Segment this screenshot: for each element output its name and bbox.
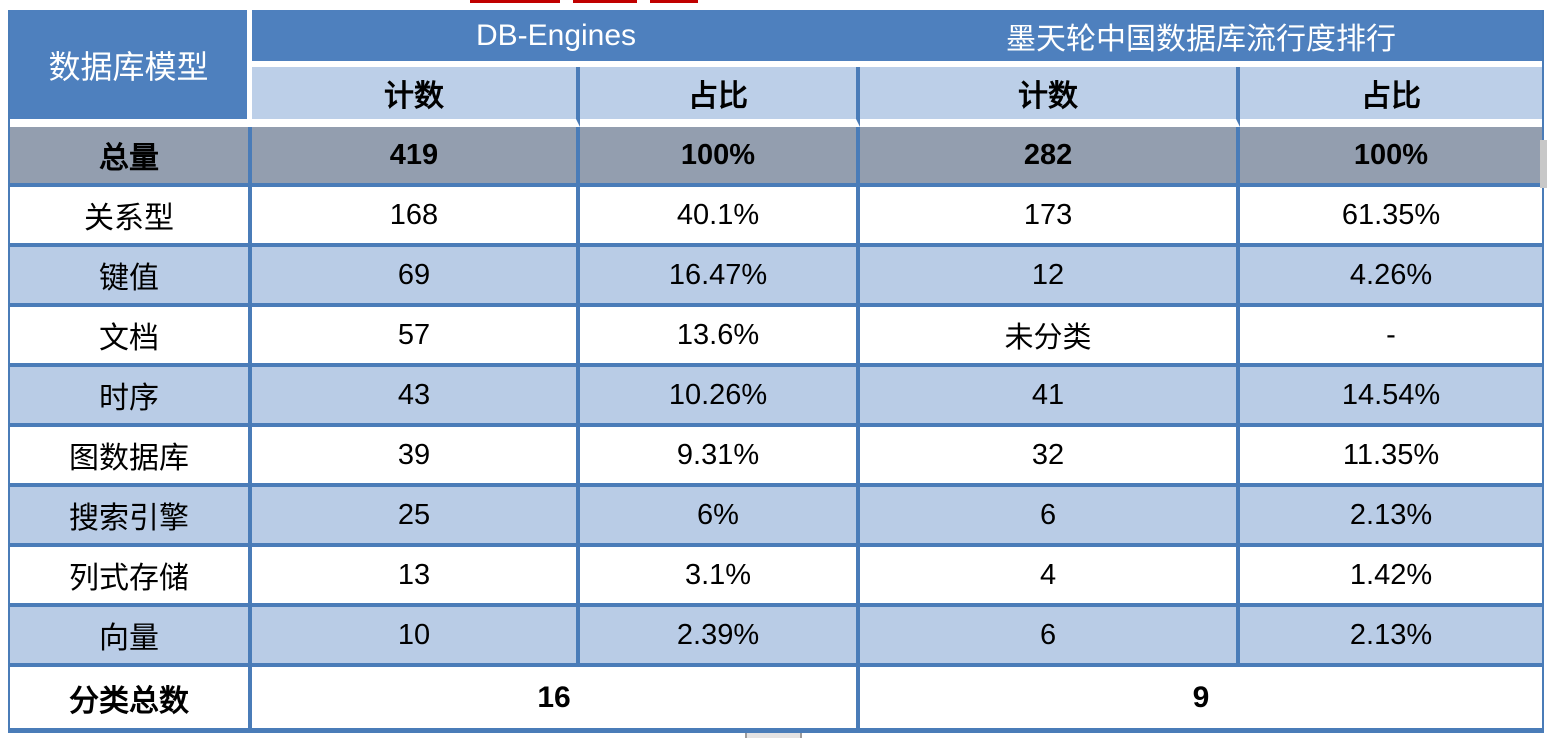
row-label-cell: 总量	[10, 127, 252, 187]
total-row: 总量 419 100% 282 100%	[10, 127, 1543, 187]
row-label-cell: 关系型	[10, 187, 252, 247]
db-share-cell: 10.26%	[580, 367, 861, 427]
database-model-comparison-table: 数据库模型 DB-Engines 墨天轮中国数据库流行度排行 计数 占比 计数 …	[8, 10, 1545, 733]
mtl-share-cell: 11.35%	[1240, 427, 1543, 487]
table-row: 文档 57 13.6% 未分类 -	[10, 307, 1543, 367]
mtl-share-cell: 1.42%	[1240, 547, 1543, 607]
mtl-count-cell: 282	[860, 127, 1241, 187]
mtl-count-cell: 41	[860, 367, 1241, 427]
table-row: 向量 10 2.39% 6 2.13%	[10, 607, 1543, 667]
footer-row: 分类总数 16 9	[10, 667, 1543, 728]
subheader-db-count: 计数	[252, 67, 580, 127]
row-label-cell: 搜索引擎	[10, 487, 252, 547]
db-engines-category-total-cell: 16	[252, 667, 861, 728]
mtl-count-cell: 未分类	[860, 307, 1241, 367]
comparison-table-wrapper: 数据库模型 DB-Engines 墨天轮中国数据库流行度排行 计数 占比 计数 …	[8, 10, 1545, 733]
subheader-mtl-count: 计数	[860, 67, 1241, 127]
subheader-db-share: 占比	[580, 67, 861, 127]
mtl-share-cell: 100%	[1240, 127, 1543, 187]
db-share-cell: 9.31%	[580, 427, 861, 487]
motianlun-category-total-cell: 9	[860, 667, 1543, 728]
sub-header-row: 计数 占比 计数 占比	[10, 67, 1543, 127]
db-share-cell: 40.1%	[580, 187, 861, 247]
subheader-mtl-share: 占比	[1240, 67, 1543, 127]
table-row: 关系型 168 40.1% 173 61.35%	[10, 187, 1543, 247]
mtl-count-cell: 32	[860, 427, 1241, 487]
db-share-cell: 3.1%	[580, 547, 861, 607]
mtl-count-cell: 12	[860, 247, 1241, 307]
db-share-cell: 16.47%	[580, 247, 861, 307]
db-count-cell: 25	[252, 487, 580, 547]
db-share-cell: 6%	[580, 487, 861, 547]
mtl-share-cell: 61.35%	[1240, 187, 1543, 247]
corner-header-cell: 数据库模型	[10, 10, 252, 127]
table-row: 搜索引擎 25 6% 6 2.13%	[10, 487, 1543, 547]
row-label-cell: 图数据库	[10, 427, 252, 487]
db-share-cell: 13.6%	[580, 307, 861, 367]
mtl-share-cell: 2.13%	[1240, 487, 1543, 547]
table-row: 列式存储 13 3.1% 4 1.42%	[10, 547, 1543, 607]
mtl-share-cell: 14.54%	[1240, 367, 1543, 427]
scrollbar-thumb-fragment[interactable]	[745, 733, 802, 738]
cutoff-red-text-artifact	[470, 0, 560, 3]
row-label-cell: 文档	[10, 307, 252, 367]
row-label-cell: 向量	[10, 607, 252, 667]
table-row: 图数据库 39 9.31% 32 11.35%	[10, 427, 1543, 487]
group-header-motianlun: 墨天轮中国数据库流行度排行	[860, 10, 1543, 67]
table-row: 时序 43 10.26% 41 14.54%	[10, 367, 1543, 427]
db-count-cell: 39	[252, 427, 580, 487]
db-share-cell: 2.39%	[580, 607, 861, 667]
total-row-edge-artifact	[1540, 140, 1547, 188]
cutoff-red-text-artifact	[573, 0, 637, 3]
mtl-share-cell: 2.13%	[1240, 607, 1543, 667]
group-header-db-engines: DB-Engines	[252, 10, 861, 67]
db-count-cell: 419	[252, 127, 580, 187]
row-label-cell: 时序	[10, 367, 252, 427]
cutoff-red-text-artifact	[650, 0, 698, 3]
row-label-cell: 列式存储	[10, 547, 252, 607]
mtl-share-cell: -	[1240, 307, 1543, 367]
db-count-cell: 43	[252, 367, 580, 427]
mtl-count-cell: 6	[860, 607, 1241, 667]
db-count-cell: 168	[252, 187, 580, 247]
db-count-cell: 10	[252, 607, 580, 667]
mtl-count-cell: 6	[860, 487, 1241, 547]
db-count-cell: 57	[252, 307, 580, 367]
mtl-share-cell: 4.26%	[1240, 247, 1543, 307]
row-label-cell: 分类总数	[10, 667, 252, 728]
row-label-cell: 键值	[10, 247, 252, 307]
mtl-count-cell: 4	[860, 547, 1241, 607]
db-share-cell: 100%	[580, 127, 861, 187]
mtl-count-cell: 173	[860, 187, 1241, 247]
table-row: 键值 69 16.47% 12 4.26%	[10, 247, 1543, 307]
db-count-cell: 69	[252, 247, 580, 307]
db-count-cell: 13	[252, 547, 580, 607]
group-header-row: 数据库模型 DB-Engines 墨天轮中国数据库流行度排行	[10, 10, 1543, 127]
